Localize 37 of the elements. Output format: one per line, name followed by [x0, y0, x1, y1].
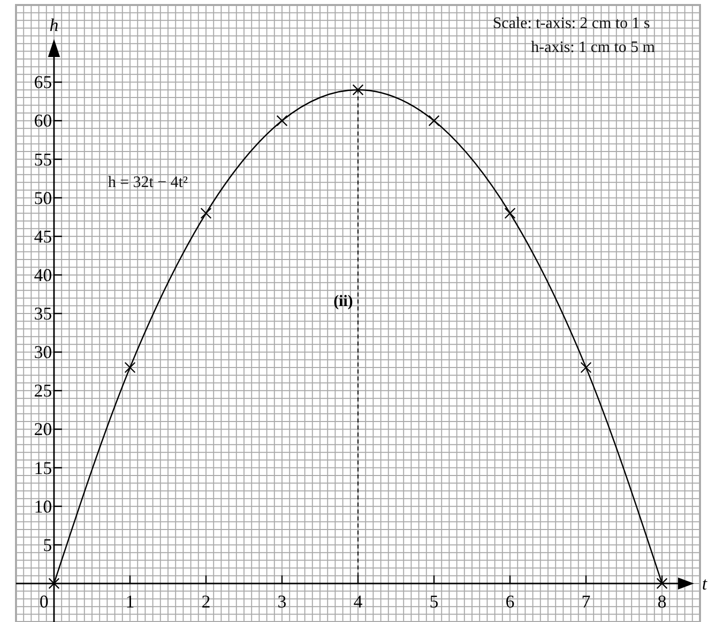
point — [124, 362, 136, 374]
x-tick-label: 0 — [40, 591, 48, 612]
annotation: h = 32t − 4t² — [108, 174, 188, 191]
y-tick-label: 45 — [34, 226, 52, 246]
x-tick-label: 6 — [506, 591, 514, 612]
x-tick-label: 7 — [582, 591, 590, 612]
y-tick-label: 20 — [34, 419, 52, 440]
y-tick-label: 65 — [34, 72, 52, 92]
y-tick-label: 40 — [34, 264, 52, 285]
y-tick-label: 50 — [34, 188, 52, 208]
point — [428, 115, 440, 126]
y-tick-label: 15 — [34, 458, 52, 478]
y-tick-label: 10 — [34, 496, 52, 516]
ref-line-label: (ii) — [333, 292, 353, 310]
x-tick-label: 8 — [658, 591, 666, 612]
x-tick-label: 2 — [202, 591, 210, 612]
y-axis-title: h — [50, 15, 58, 35]
x-tick-label: 1 — [126, 591, 134, 612]
point — [504, 208, 516, 219]
point — [48, 578, 60, 590]
y-tick-label: 60 — [34, 110, 52, 131]
x-axis-title: t — [702, 573, 708, 594]
point — [276, 115, 288, 126]
y-tick-label: 25 — [34, 380, 52, 401]
annotation: h-axis: 1 cm to 5 m — [531, 39, 656, 56]
annotation: Scale: t-axis: 2 cm to 1 s — [492, 15, 650, 32]
x-tick-label: 5 — [430, 591, 438, 612]
point — [352, 84, 364, 96]
point — [580, 362, 592, 374]
y-tick-label: 30 — [34, 342, 52, 362]
y-tick-label: 55 — [34, 149, 52, 170]
x-tick-label: 4 — [354, 591, 362, 612]
y-tick-label: 35 — [34, 304, 52, 324]
point — [656, 578, 668, 590]
x-tick-label: 3 — [278, 591, 286, 612]
y-tick-label: 5 — [43, 534, 52, 555]
point — [200, 208, 212, 219]
